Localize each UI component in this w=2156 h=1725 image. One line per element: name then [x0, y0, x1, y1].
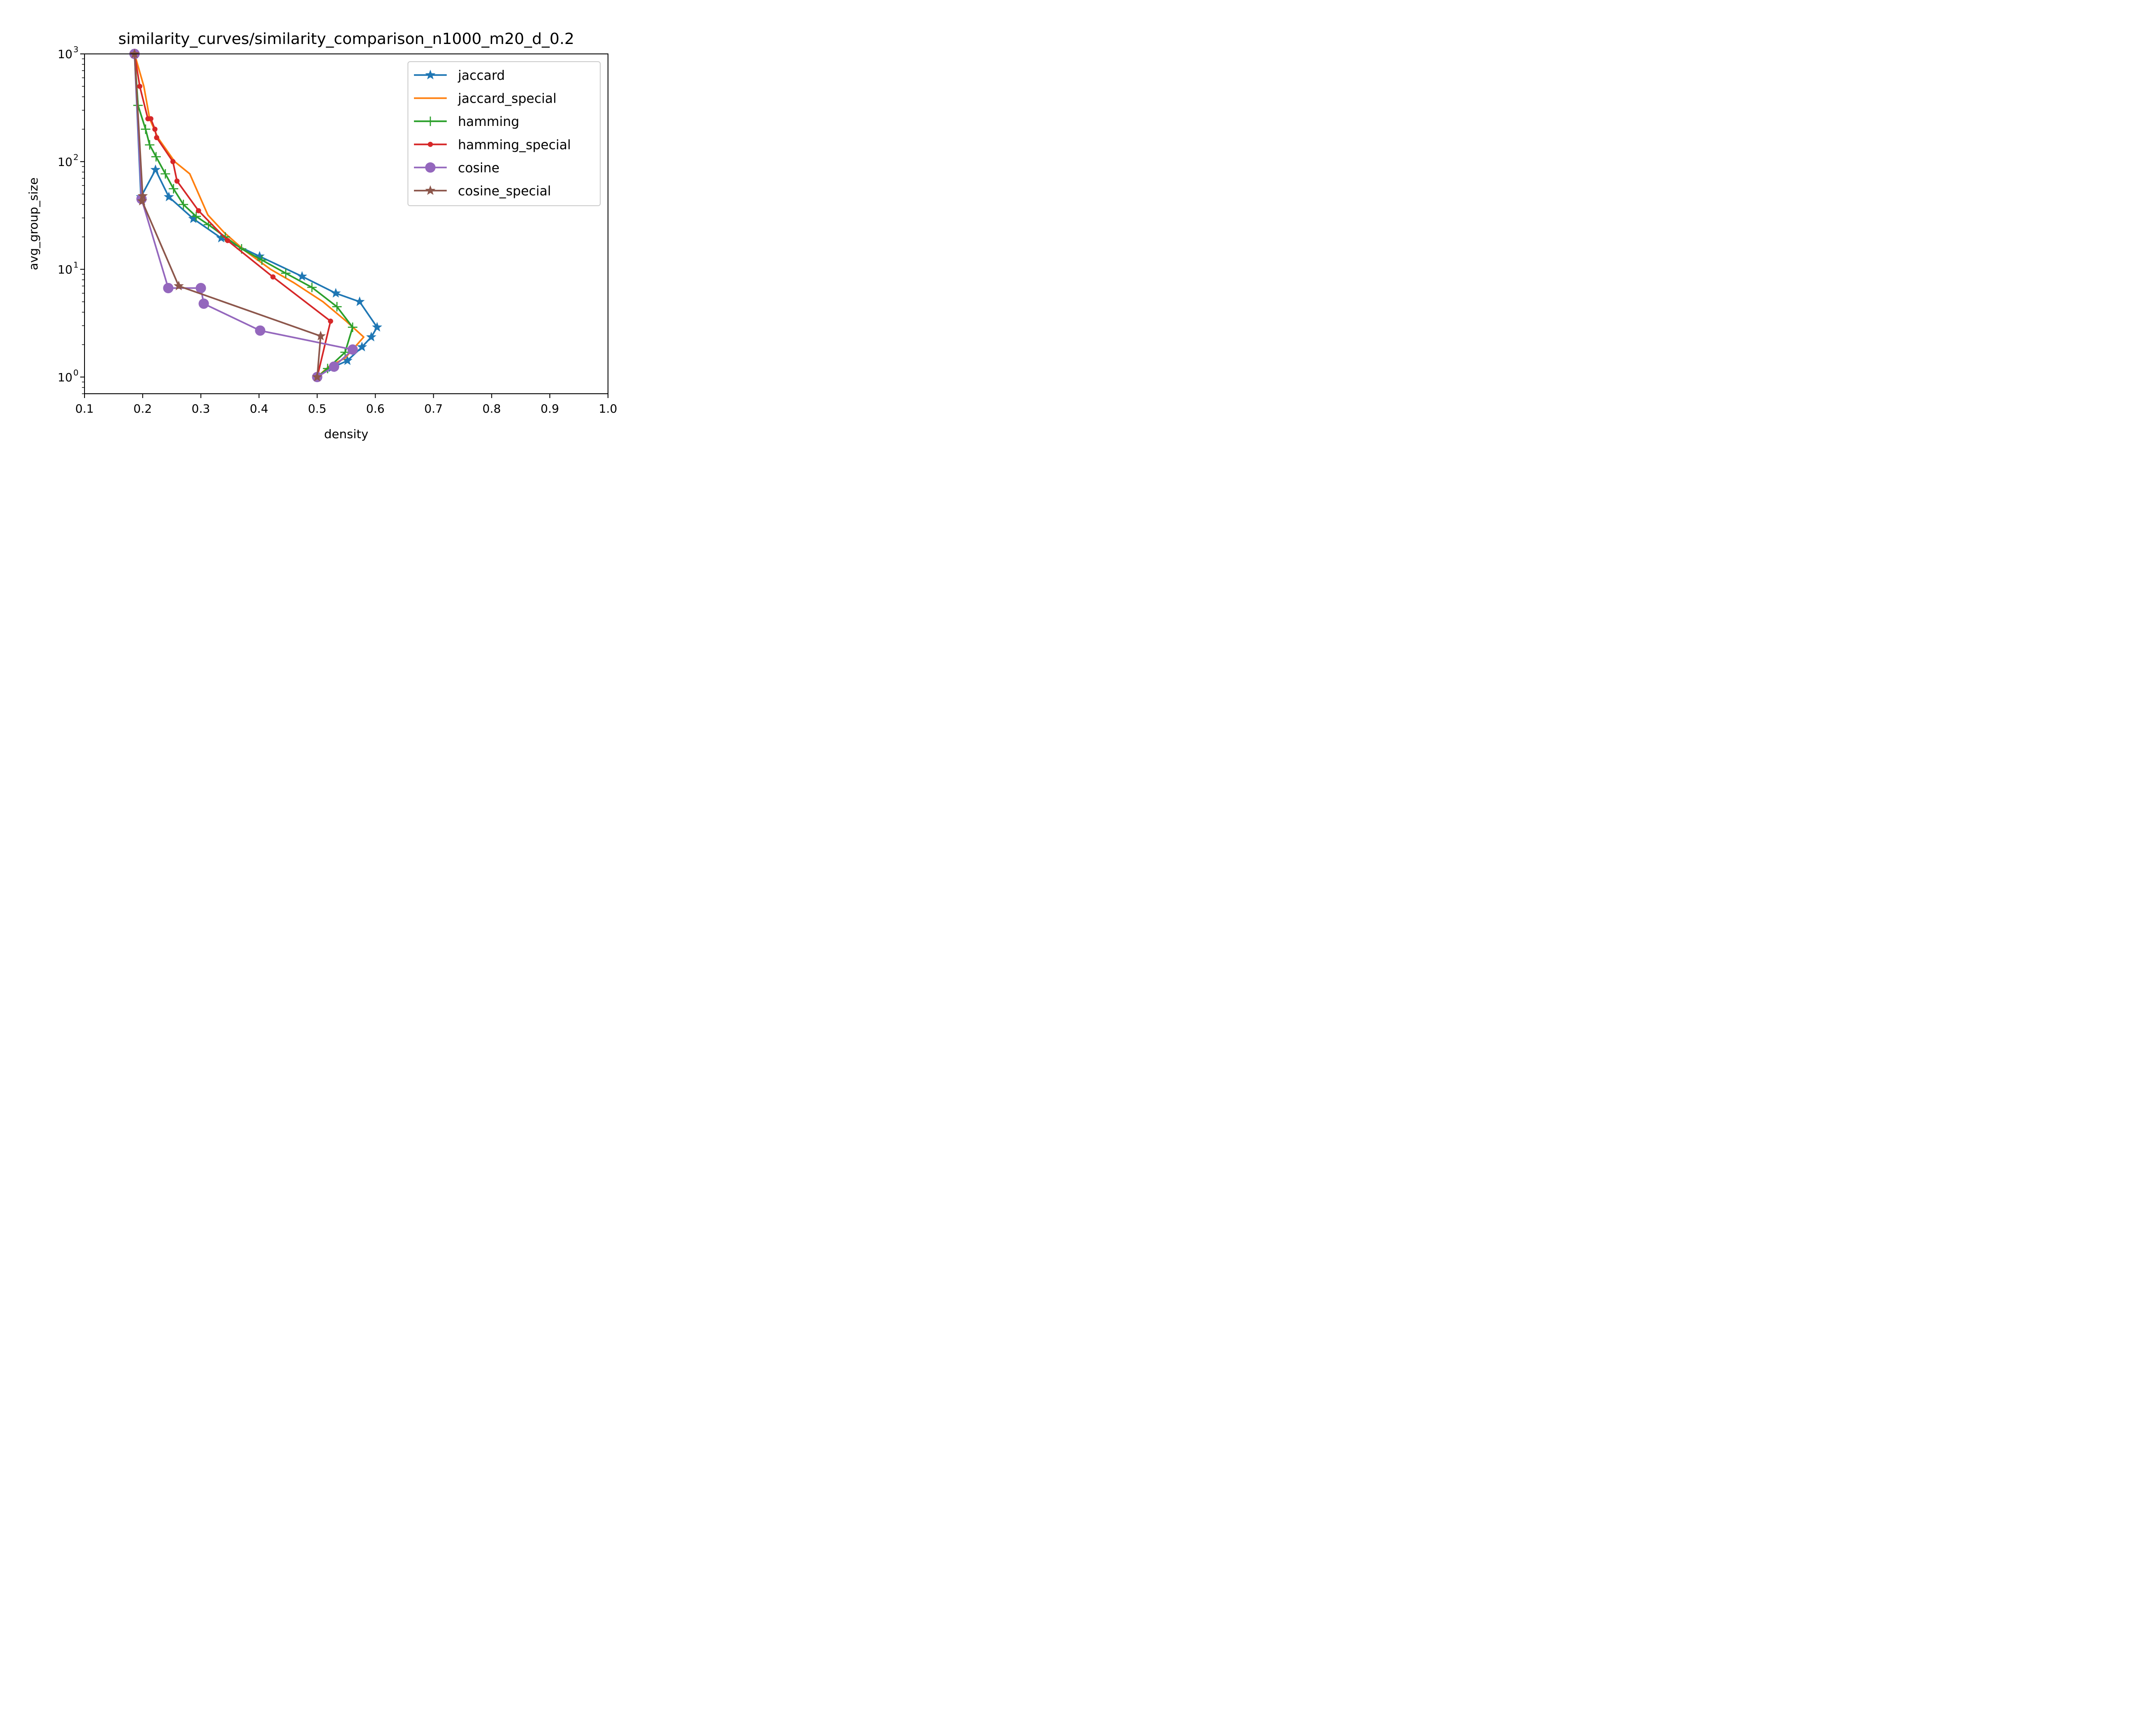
- data-point: [312, 371, 323, 382]
- data-point: [297, 271, 307, 281]
- y-tick-label: 10: [58, 48, 72, 61]
- data-point: [173, 280, 184, 291]
- data-point: [332, 302, 342, 312]
- data-point: [151, 152, 161, 162]
- x-tick-label: 0.1: [75, 402, 94, 416]
- legend-marker: [425, 69, 436, 80]
- data-point: [145, 140, 155, 150]
- data-point: [281, 268, 291, 278]
- data-point: [307, 282, 317, 292]
- data-point: [196, 208, 201, 213]
- x-tick-label: 0.7: [424, 402, 443, 416]
- y-tick-exponent: 2: [73, 153, 78, 162]
- legend-marker: [425, 162, 436, 173]
- legend-item: hamming_special: [414, 138, 571, 153]
- data-point: [328, 318, 333, 324]
- series-line: [134, 53, 354, 378]
- data-point: [225, 238, 230, 243]
- data-point: [169, 184, 179, 194]
- x-tick-label: 0.8: [483, 402, 501, 416]
- legend-label: cosine_special: [458, 184, 551, 199]
- data-point: [366, 332, 376, 342]
- data-point: [174, 178, 180, 184]
- legend-label: hamming: [458, 114, 519, 129]
- legend-label: hamming_special: [458, 138, 571, 153]
- data-point: [170, 159, 176, 164]
- data-point: [348, 322, 357, 332]
- x-tick-label: 0.9: [541, 402, 559, 416]
- data-point: [195, 282, 206, 293]
- data-point: [315, 330, 326, 341]
- data-point: [141, 124, 150, 134]
- y-tick-label: 10: [58, 371, 72, 384]
- y-axis-label: avg_group_size: [26, 177, 41, 270]
- x-tick-label: 0.2: [133, 402, 152, 416]
- data-point: [354, 296, 365, 306]
- data-point: [160, 169, 170, 179]
- data-point: [179, 200, 188, 210]
- series-line: [134, 53, 322, 377]
- plot-area: [129, 48, 382, 383]
- series-cosine-special: [129, 48, 326, 382]
- legend-label: jaccard: [458, 68, 505, 83]
- legend-item: hamming: [414, 114, 519, 129]
- legend-item: cosine: [414, 160, 499, 176]
- y-tick-label: 10: [58, 156, 72, 169]
- data-point: [257, 255, 267, 265]
- x-axis: 0.1 0.2 0.3 0.4 0.5 0.6 0.7 0.8 0.9 1.0: [75, 394, 617, 416]
- y-tick-label: 10: [58, 263, 72, 277]
- data-point: [152, 126, 158, 132]
- x-tick-label: 0.3: [191, 402, 210, 416]
- data-point: [198, 298, 209, 309]
- data-point: [137, 84, 143, 89]
- legend-box: [407, 61, 601, 206]
- x-axis-label: density: [324, 427, 369, 441]
- data-point: [347, 344, 358, 355]
- data-point: [129, 48, 140, 59]
- y-tick-exponent: 1: [73, 260, 78, 270]
- legend-marker: [426, 116, 435, 126]
- series-cosine: [129, 49, 358, 383]
- legend-marker: [428, 141, 433, 147]
- data-point: [191, 211, 201, 221]
- data-point: [330, 288, 341, 298]
- plot-frame: [84, 53, 608, 394]
- legend-item: jaccard_special: [414, 91, 557, 107]
- series-hamming: [130, 49, 357, 382]
- data-point: [150, 164, 161, 174]
- data-point: [137, 195, 147, 206]
- series-line: [134, 53, 354, 378]
- legend-label: jaccard_special: [458, 91, 557, 107]
- legend-label: cosine: [458, 160, 499, 176]
- y-tick-exponent: 3: [73, 45, 78, 54]
- legend-item: jaccard: [414, 68, 505, 83]
- data-point: [163, 191, 174, 201]
- data-point: [270, 274, 276, 280]
- y-tick-exponent: 0: [73, 368, 78, 377]
- data-point: [154, 135, 160, 141]
- data-point: [148, 116, 154, 122]
- data-point: [329, 361, 339, 372]
- legend-marker: [425, 185, 436, 195]
- chart-title: similarity_curves/similarity_comparison_…: [118, 30, 574, 48]
- line-chart: similarity_curves/similarity_comparison_…: [26, 30, 617, 441]
- legend-item: cosine_special: [414, 184, 551, 199]
- x-tick-label: 0.4: [250, 402, 268, 416]
- data-point: [163, 282, 174, 293]
- x-tick-label: 0.5: [308, 402, 326, 416]
- data-point: [372, 322, 382, 332]
- data-point: [255, 325, 266, 336]
- data-point: [357, 342, 367, 351]
- x-tick-label: 0.6: [366, 402, 385, 416]
- x-tick-label: 1.0: [599, 402, 617, 416]
